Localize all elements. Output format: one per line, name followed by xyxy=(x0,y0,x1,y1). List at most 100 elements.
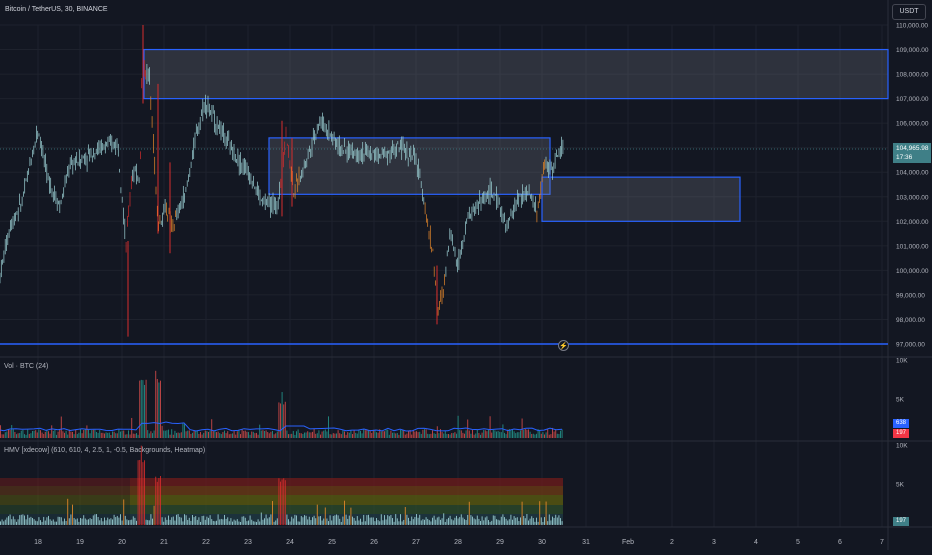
volume-bar xyxy=(417,432,419,438)
hmv-bar xyxy=(228,521,230,525)
volume-bar xyxy=(339,433,341,438)
hmv-bar xyxy=(148,520,150,525)
volume-bar xyxy=(257,434,259,438)
hmv-bar xyxy=(504,517,505,525)
hmv-pane-label[interactable]: HMV [xdecow] (610, 610, 4, 2.5, 1, -0.5,… xyxy=(4,447,206,454)
volume-bar xyxy=(4,432,6,438)
hmv-bar xyxy=(268,517,270,525)
hmv-bar xyxy=(70,514,72,525)
volume-bar xyxy=(452,433,454,438)
hmv-bar xyxy=(372,517,374,525)
volume-bar xyxy=(347,432,349,438)
symbol-title[interactable]: Bitcoin / TetherUS, 30, BINANCE xyxy=(5,6,108,13)
hmv-bar xyxy=(60,517,62,525)
volume-bar xyxy=(334,433,336,438)
volume-bar xyxy=(358,429,360,438)
volume-bar xyxy=(24,434,25,438)
volume-bar xyxy=(121,430,123,438)
hmv-bar xyxy=(14,519,16,525)
hmv-bar xyxy=(232,521,233,525)
volume-bar xyxy=(156,379,158,438)
volume-bar xyxy=(219,433,221,438)
hmv-bar xyxy=(68,518,70,525)
hmv-bar xyxy=(102,521,104,525)
hmv-bar xyxy=(249,515,251,525)
hmv-bar xyxy=(468,501,470,525)
hmv-bar xyxy=(6,517,8,525)
volume-bar xyxy=(300,433,302,438)
hmv-bar xyxy=(403,519,405,525)
volume-bar xyxy=(84,429,86,438)
volume-bar xyxy=(81,433,83,438)
volume-bar xyxy=(384,431,385,438)
volume-bar xyxy=(294,434,296,438)
volume-bar xyxy=(550,434,552,438)
hmv-bar xyxy=(80,518,81,525)
hmv-bar xyxy=(288,519,289,525)
hmv-bar xyxy=(57,516,59,525)
hmv-bar xyxy=(65,521,67,525)
volume-bar xyxy=(209,430,211,438)
volume-bar xyxy=(320,434,321,438)
hmv-bar xyxy=(259,521,261,525)
price-tick-label: 98,000.00 xyxy=(896,317,925,324)
volume-bar xyxy=(329,434,331,438)
hmv-bar xyxy=(236,519,238,525)
volume-pane-label[interactable]: Vol · BTC (24) xyxy=(4,363,49,370)
hmv-bar xyxy=(177,514,179,525)
hmv-bar xyxy=(9,514,11,525)
volume-ma-badge: 638 xyxy=(893,419,909,428)
volume-bar xyxy=(492,429,494,438)
volume-bar xyxy=(70,431,72,438)
zones[interactable] xyxy=(0,48,889,345)
currency-button[interactable]: USDT xyxy=(892,4,926,20)
hmv-bar xyxy=(369,517,371,525)
hmv-bar xyxy=(420,520,422,525)
volume-bar xyxy=(227,431,229,438)
hmv-bar xyxy=(321,520,323,525)
volume-bar xyxy=(262,430,264,438)
volume-bar xyxy=(185,431,187,438)
volume-bar xyxy=(404,434,406,438)
hmv-bar xyxy=(136,520,137,525)
volume-bar xyxy=(281,392,283,438)
hmv-bar xyxy=(192,515,193,525)
volume-bar xyxy=(68,429,70,438)
hmv-bar xyxy=(190,520,192,525)
hmv-bar xyxy=(22,514,24,525)
volume-bar xyxy=(430,433,432,438)
volume-bar xyxy=(264,430,265,438)
hmv-bar xyxy=(116,515,118,525)
volume-bar xyxy=(529,431,531,438)
volume-bar xyxy=(182,423,184,438)
hmv-bar xyxy=(300,516,302,525)
lightning-icon[interactable]: ⚡ xyxy=(558,340,569,351)
hmv-bar xyxy=(505,518,507,525)
hmv-bar xyxy=(416,514,417,525)
hmv-bar xyxy=(376,518,377,525)
hmv-bar xyxy=(40,520,41,525)
hmv-bar xyxy=(33,519,35,525)
volume-bar xyxy=(3,434,5,438)
hmv-bar xyxy=(243,516,245,525)
volume-bar xyxy=(134,433,136,438)
hmv-bar xyxy=(28,517,30,525)
hmv-bar xyxy=(235,520,237,525)
volume-bar xyxy=(268,433,270,438)
hmv-bar xyxy=(283,478,285,525)
volume-bar xyxy=(140,379,142,438)
volume-bar xyxy=(473,434,475,438)
hmv-bar xyxy=(172,516,174,525)
hmv-bar xyxy=(476,515,478,525)
hmv-bar xyxy=(20,514,22,525)
hmv-bar xyxy=(254,521,256,525)
hmv-bar xyxy=(340,521,342,525)
hmv-bar xyxy=(336,514,337,525)
hmv-bar xyxy=(400,514,401,525)
hmv-bar xyxy=(233,519,235,525)
volume-bar xyxy=(398,434,400,438)
volume-bar xyxy=(468,430,470,438)
hmv-bar xyxy=(475,519,477,525)
